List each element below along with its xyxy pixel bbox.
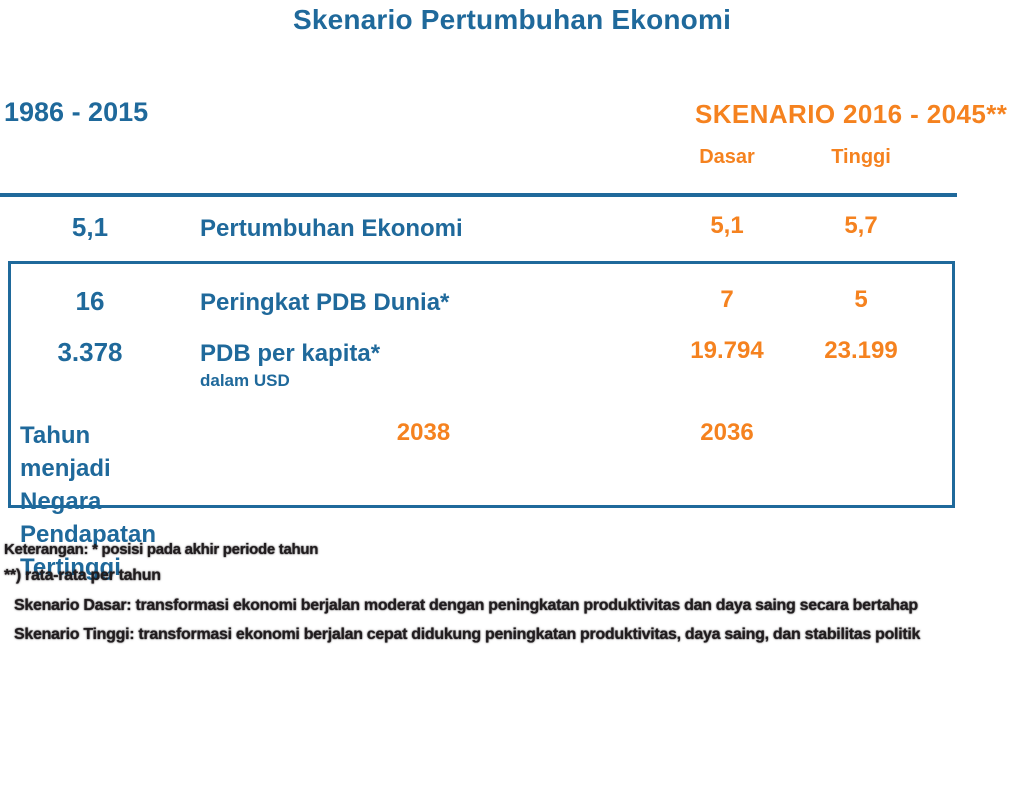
column-header-scenario: SKENARIO 2016 - 2045** [695, 99, 1008, 129]
row-label-text: Tahun menjadi Negara [20, 422, 111, 515]
row-label: Tahun menjadi Negara Pendapatan Tertingg… [0, 419, 180, 584]
row-label: Peringkat PDB Dunia* [180, 286, 667, 319]
scenario-outline-box [8, 261, 955, 508]
tinggi-value: 5,7 [844, 212, 878, 239]
historical-value: 3.378 [57, 337, 123, 367]
tinggi-value: 23.199 [824, 337, 898, 364]
column-header-tinggi: Tinggi [831, 146, 891, 168]
header-divider-line [0, 193, 957, 197]
table-row-peringkat-pdb-dunia: 16 Peringkat PDB Dunia* 7 5 [0, 286, 1024, 319]
dasar-value: 5,1 [710, 212, 744, 239]
row-label: Pertumbuhan Ekonomi [180, 212, 667, 245]
column-header-dasar: Dasar [699, 146, 755, 168]
tinggi-value: 2036 [700, 419, 754, 446]
dasar-value: 7 [720, 286, 734, 313]
table-row-pertumbuhan-ekonomi: 5,1 Pertumbuhan Ekonomi 5,1 5,7 [0, 212, 1024, 245]
dasar-value: 19.794 [690, 337, 764, 364]
footnote-skenario-dasar: Skenario Dasar: transformasi ekonomi ber… [14, 597, 918, 614]
footnote-rata-rata: **) rata-rata per tahun [4, 567, 161, 584]
footnote-skenario-tinggi: Skenario Tinggi: transformasi ekonomi be… [14, 626, 921, 643]
row-label-text: Pertumbuhan Ekonomi [200, 215, 463, 242]
table-row-tahun-negara-pendapatan-tertinggi: Tahun menjadi Negara Pendapatan Tertingg… [0, 419, 1024, 584]
row-label-line2: Pendapatan Tertinggi [20, 521, 157, 581]
historical-value: 16 [75, 286, 105, 316]
row-label: PDB per kapita* dalam USD [180, 337, 667, 391]
footnote-keterangan: Keterangan: * posisi pada akhir periode … [4, 541, 319, 558]
dasar-value: 2038 [396, 419, 451, 446]
row-label-text: Peringkat PDB Dunia* [200, 289, 450, 316]
table-row-pdb-per-kapita: 3.378 PDB per kapita* dalam USD 19.794 2… [0, 337, 1024, 391]
tinggi-value: 5 [854, 286, 868, 313]
page-title: Skenario Pertumbuhan Ekonomi [292, 4, 732, 35]
row-sublabel: dalam USD [200, 371, 290, 390]
row-label-text: PDB per kapita* [200, 340, 381, 367]
column-header-historical: 1986 - 2015 [4, 97, 149, 127]
historical-value: 5,1 [71, 212, 109, 242]
